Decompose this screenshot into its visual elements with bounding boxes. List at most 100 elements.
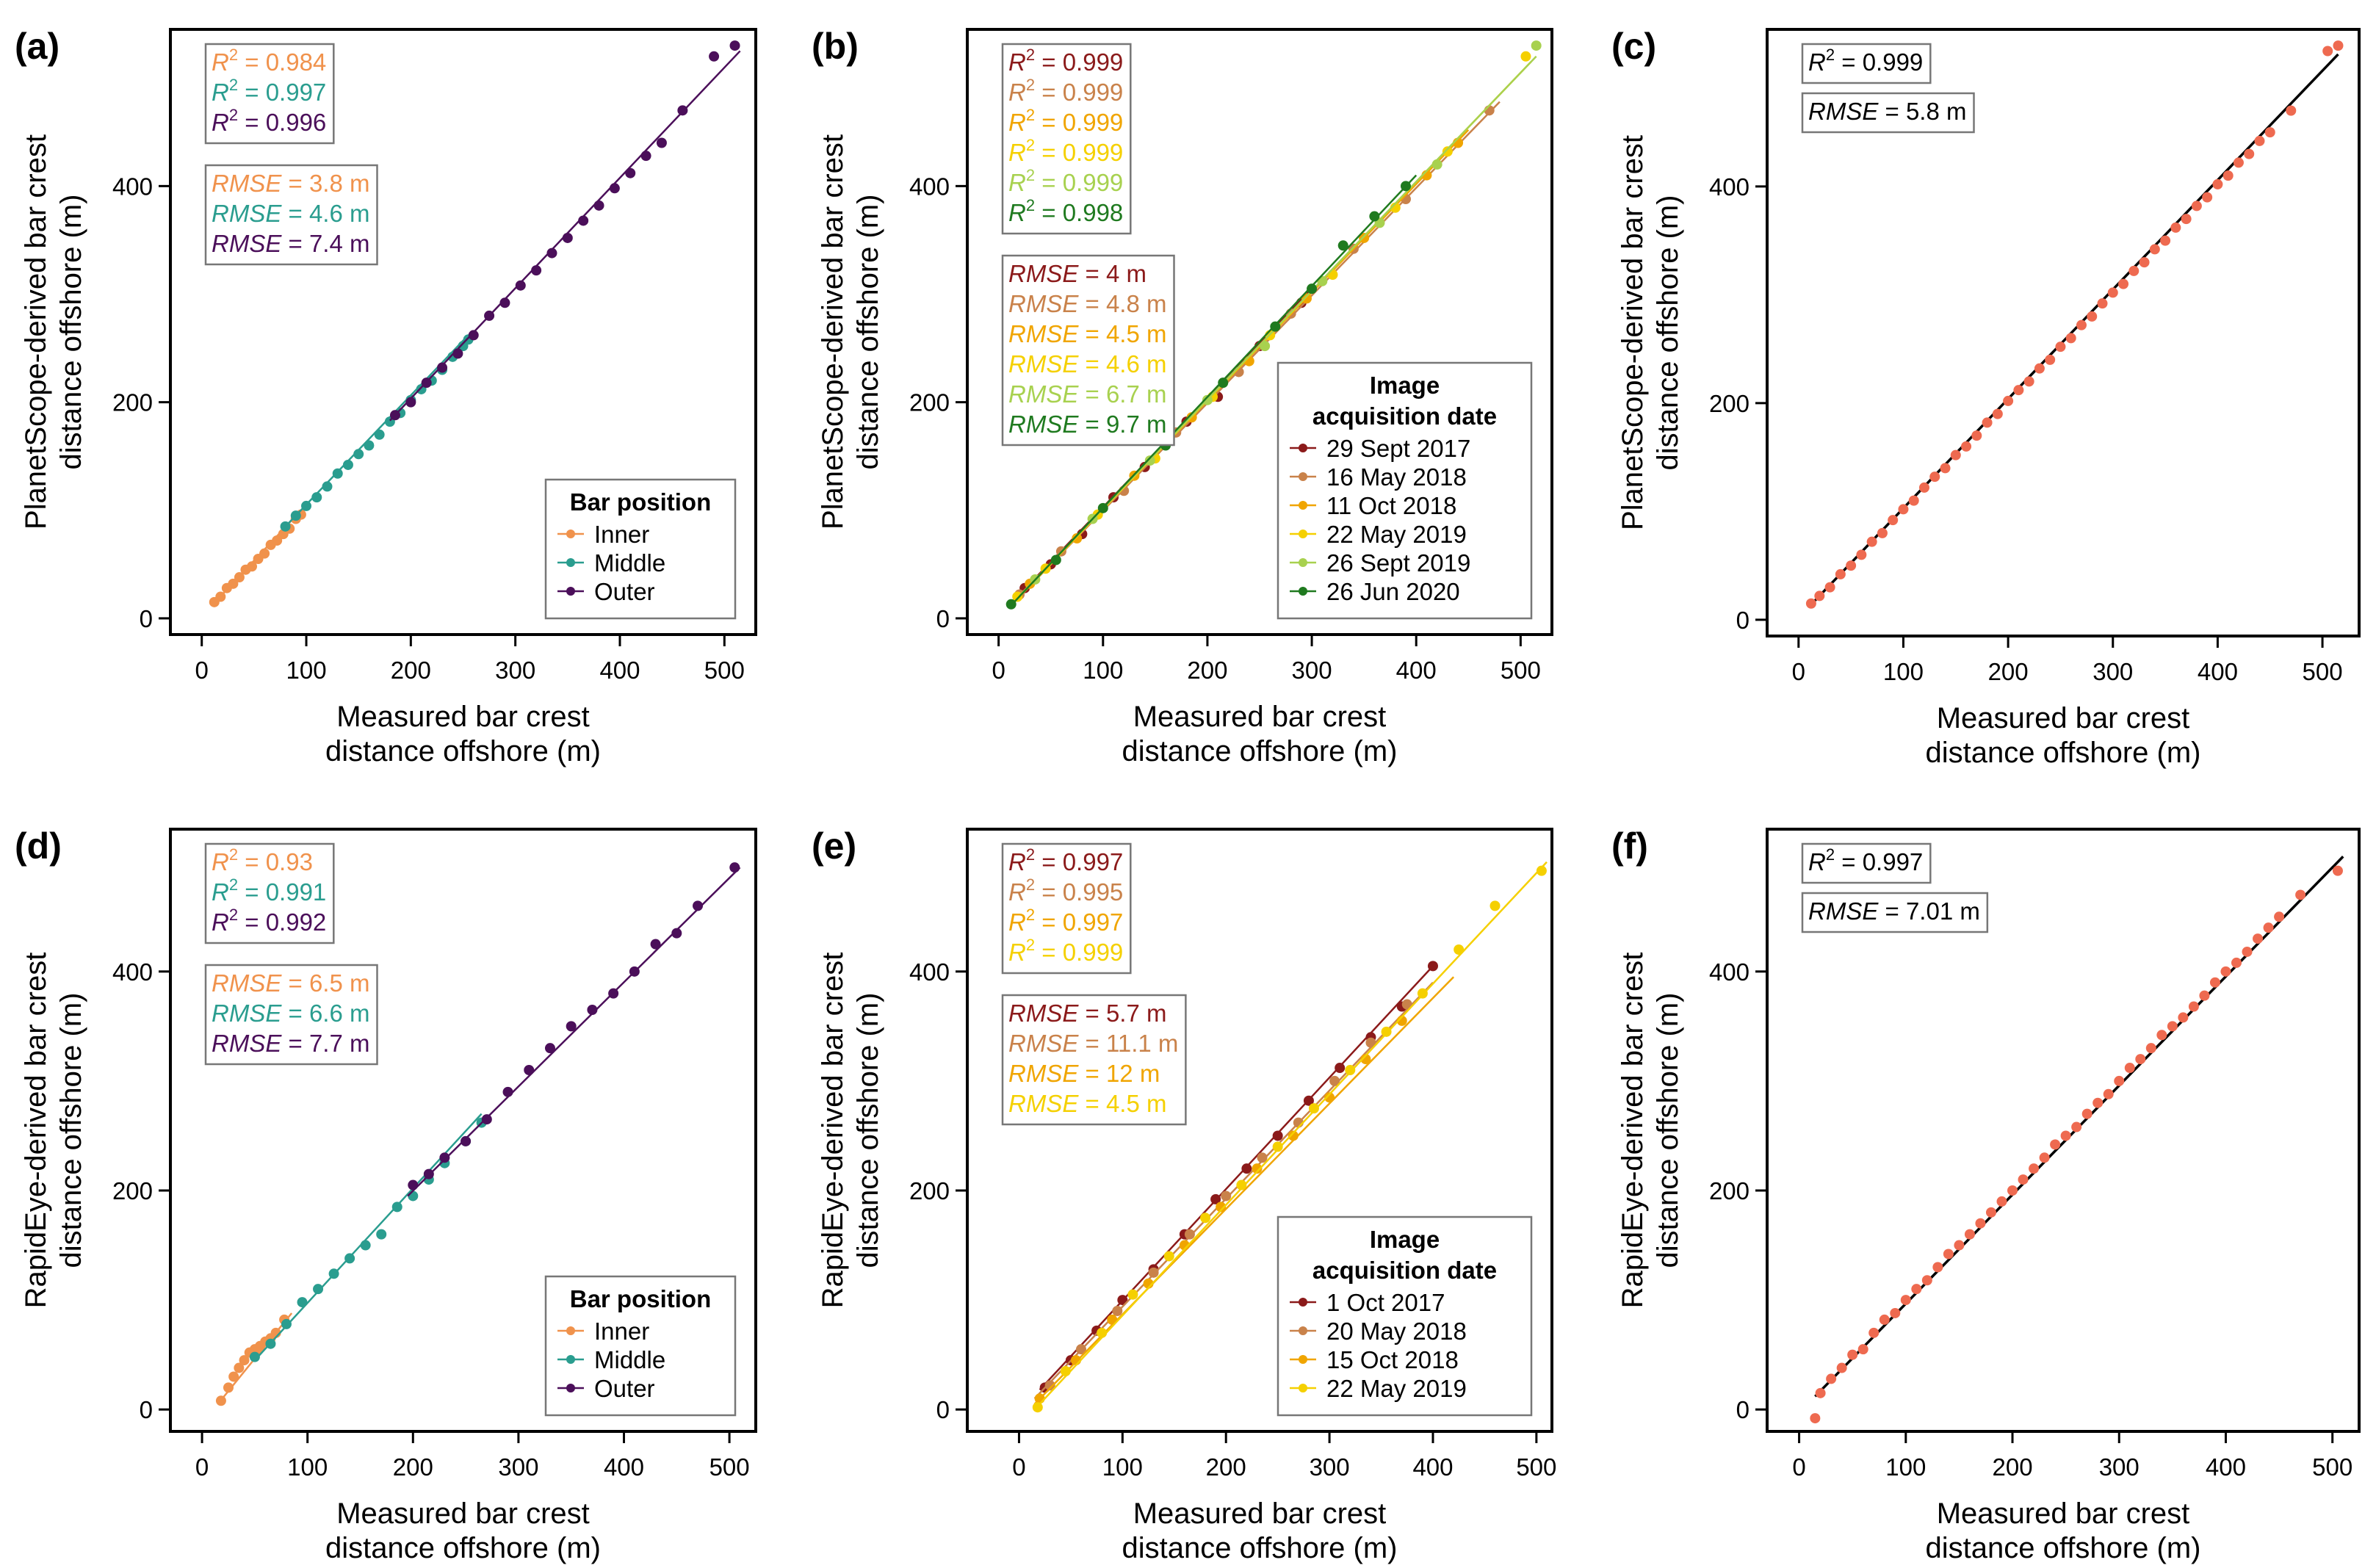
data-point [280, 521, 291, 532]
rmse-stat: RMSE = 4.5 m [1008, 1090, 1167, 1117]
data-point [2029, 1163, 2040, 1174]
rmse-symbol: RMSE [1008, 320, 1079, 347]
y-axis-label: distance offshore (m) [1652, 195, 1684, 471]
rmse-symbol: RMSE [1008, 1030, 1079, 1057]
r2-exponent: 2 [1026, 166, 1035, 184]
data-point [2160, 235, 2171, 246]
data-point [2118, 278, 2129, 289]
r2-value: 0.999 [1863, 48, 1924, 76]
data-point [1890, 1307, 1901, 1318]
r2-symbol: R [212, 908, 229, 936]
legend-marker [566, 1355, 575, 1364]
r2-exponent: 2 [1826, 845, 1835, 864]
x-tick-label: 400 [604, 1453, 644, 1481]
data-point [313, 1284, 324, 1295]
rmse-equals: = [1078, 290, 1106, 317]
plot-frame [169, 828, 757, 1433]
x-tick-label: 500 [709, 1453, 750, 1481]
x-tick-label: 0 [992, 657, 1005, 684]
data-point [1301, 293, 1312, 304]
data-point [608, 988, 619, 999]
rmse-stat: RMSE = 7.4 m [212, 230, 370, 257]
data-point [2007, 1185, 2018, 1196]
legend-marker [1299, 444, 1307, 452]
data-point [234, 1362, 245, 1373]
data-point [1866, 536, 1877, 547]
data-point [322, 481, 333, 492]
y-axis-label: PlanetScope-derived bar crest [1617, 135, 1649, 530]
legend-title: Image [1370, 372, 1440, 399]
data-point [2322, 46, 2333, 57]
data-point [2018, 1174, 2029, 1185]
data-point [2060, 1130, 2071, 1141]
legend-label: Middle [594, 549, 665, 577]
r2-equals: = [238, 878, 266, 906]
data-point [234, 572, 245, 583]
y-axis-label: distance offshore (m) [852, 195, 884, 470]
rmse-stats-box [204, 164, 378, 266]
data-point [1846, 560, 1857, 571]
panel-label: (c) [1611, 26, 1656, 67]
data-point [566, 1021, 577, 1032]
data-point [578, 215, 589, 226]
r2-symbol: R [1808, 48, 1826, 76]
panel-a: (a) 0 100 200 300 400 500 0 200 400 Measured bar c… [15, 26, 757, 767]
r2-value: 0.998 [1063, 199, 1124, 226]
data-point [2233, 157, 2244, 168]
plot-frame [1766, 828, 2361, 1433]
data-point [2097, 298, 2108, 309]
data-point [1034, 1393, 1045, 1404]
data-point [1431, 159, 1442, 170]
rmse-stat: RMSE = 4.8 m [1008, 290, 1167, 317]
rmse-symbol: RMSE [1008, 1060, 1079, 1087]
data-point [1964, 1229, 1975, 1240]
r2-equals: = [1035, 48, 1063, 76]
data-point [2191, 200, 2202, 212]
legend-label: 29 Sept 2017 [1326, 435, 1470, 462]
r2-exponent: 2 [1026, 106, 1035, 124]
data-point [1954, 1240, 1965, 1251]
data-point [332, 468, 343, 479]
data-point [1184, 1229, 1195, 1240]
data-point [693, 900, 704, 911]
rmse-value: 11.1 m [1106, 1030, 1178, 1057]
panel-d: (d) 0 100 200 300 400 500 0 200 400 Measured bar c… [15, 825, 757, 1564]
x-tick-label: 200 [1206, 1453, 1246, 1481]
legend-label: Inner [594, 521, 649, 548]
data-point [1536, 865, 1547, 876]
data-point [625, 167, 636, 178]
y-tick-label: 400 [1709, 958, 1749, 986]
rmse-symbol: RMSE [1008, 411, 1079, 438]
r2-stat: R2 = 0.999 [1008, 76, 1123, 106]
data-point [499, 297, 510, 308]
y-tick-label: 400 [112, 958, 153, 986]
r2-symbol: R [1008, 139, 1026, 166]
data-point [1144, 455, 1155, 466]
r2-value: 0.999 [1063, 139, 1124, 166]
data-point [1836, 1362, 1847, 1373]
data-point [587, 1005, 598, 1015]
data-point [2087, 311, 2098, 322]
legend-title: Bar position [570, 488, 712, 516]
y-axis-label: PlanetScope-derived bar crest [817, 134, 849, 530]
data-point [389, 410, 400, 421]
fit-line [407, 867, 741, 1197]
data-point [2081, 1108, 2092, 1119]
data-point [281, 1318, 292, 1329]
r2-stat: R2 = 0.999 [1008, 46, 1123, 76]
x-tick-label: 0 [195, 1453, 209, 1481]
panel-label: (d) [15, 825, 62, 867]
panel-label: (a) [15, 26, 59, 67]
data-point [1442, 146, 1453, 157]
panel-c: (c) 0 100 200 300 400 500 0 200 400 Measured bar c… [1611, 26, 2361, 769]
y-axis-label: distance offshore (m) [55, 993, 87, 1268]
y-axis-label: distance offshore (m) [1652, 993, 1684, 1268]
data-point [1097, 1327, 1108, 1338]
x-tick-label: 400 [2198, 658, 2238, 685]
data-point [1324, 1092, 1335, 1103]
x-tick-label: 200 [1988, 658, 2029, 685]
x-tick-label: 500 [1501, 657, 1541, 684]
y-tick-label: 400 [909, 958, 950, 986]
r2-value: 0.999 [1063, 109, 1124, 136]
data-point [2286, 105, 2297, 116]
